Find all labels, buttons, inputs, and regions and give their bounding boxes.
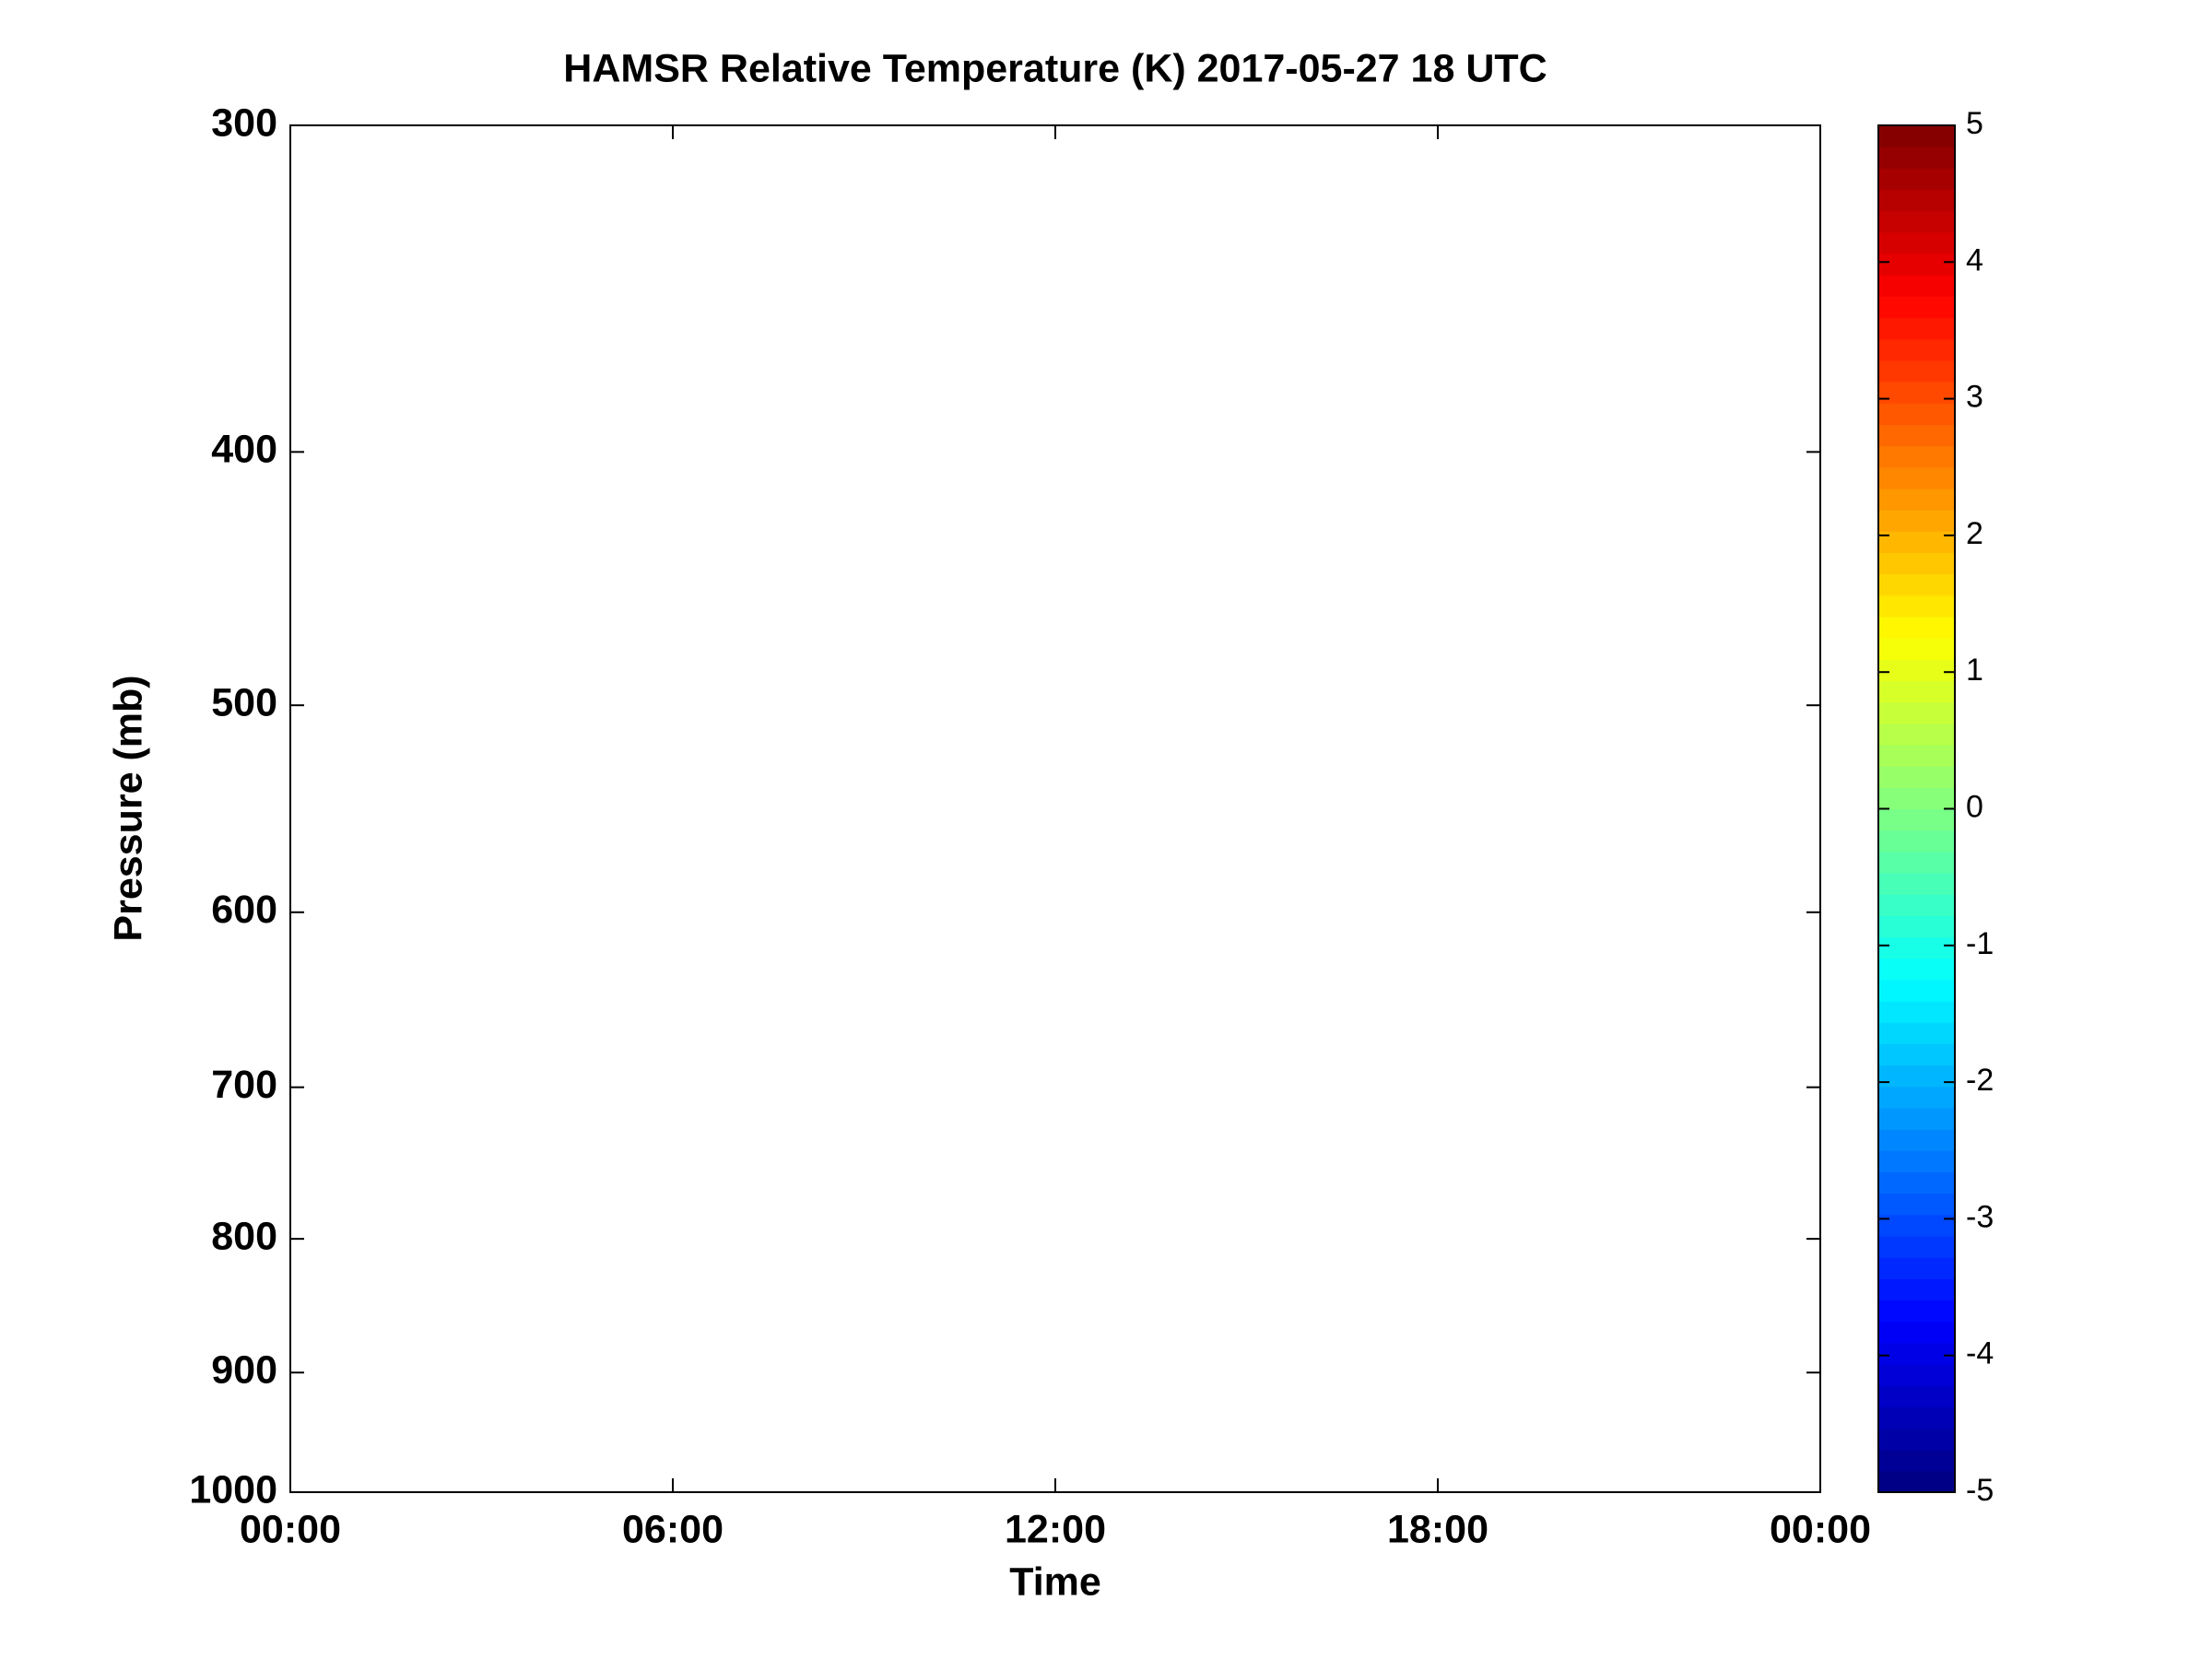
colorbar-band bbox=[1878, 787, 1955, 810]
colorbar-tick-label: 1 bbox=[1966, 653, 1983, 688]
colorbar-band bbox=[1878, 466, 1955, 489]
colorbar-band bbox=[1878, 424, 1955, 447]
x-tick-label: 18:00 bbox=[1387, 1507, 1488, 1551]
colorbar-band bbox=[1878, 1235, 1955, 1258]
colorbar-band bbox=[1878, 510, 1955, 532]
colorbar-band bbox=[1878, 552, 1955, 575]
colorbar-band bbox=[1878, 445, 1955, 468]
colorbar-band bbox=[1878, 680, 1955, 703]
colorbar-band bbox=[1878, 296, 1955, 319]
colorbar-band bbox=[1878, 275, 1955, 297]
colorbar-band bbox=[1878, 808, 1955, 831]
colorbar-band bbox=[1878, 1300, 1955, 1323]
colorbar-band bbox=[1878, 253, 1955, 276]
y-tick-label: 1000 bbox=[189, 1467, 277, 1512]
colorbar-tick-label: -3 bbox=[1966, 1199, 1994, 1234]
colorbar-band bbox=[1878, 1086, 1955, 1109]
colorbar-band bbox=[1878, 210, 1955, 233]
colorbar-band bbox=[1878, 317, 1955, 340]
x-tick-label: 06:00 bbox=[622, 1507, 724, 1551]
colorbar-band bbox=[1878, 659, 1955, 682]
colorbar-band bbox=[1878, 338, 1955, 361]
colorbar-band bbox=[1878, 147, 1955, 169]
colorbar-band bbox=[1878, 1278, 1955, 1301]
colorbar-tick-label: 2 bbox=[1966, 516, 1983, 551]
colorbar-tick-label: -5 bbox=[1966, 1473, 1994, 1508]
colorbar-band bbox=[1878, 830, 1955, 853]
y-tick-label: 900 bbox=[211, 1348, 277, 1393]
y-tick-label: 600 bbox=[211, 888, 277, 932]
colorbar-band bbox=[1878, 1449, 1955, 1472]
y-tick-label: 300 bbox=[211, 100, 277, 145]
colorbar-band bbox=[1878, 766, 1955, 788]
colorbar-tick-label: 4 bbox=[1966, 242, 1983, 277]
y-tick-label: 400 bbox=[211, 428, 277, 472]
colorbar-band bbox=[1878, 125, 1955, 147]
colorbar-band bbox=[1878, 1193, 1955, 1216]
y-tick-label: 500 bbox=[211, 681, 277, 725]
colorbar-band bbox=[1878, 382, 1955, 404]
colorbar-tick-label: 0 bbox=[1966, 789, 1983, 824]
colorbar-tick-label: 5 bbox=[1966, 106, 1983, 141]
colorbar-band bbox=[1878, 403, 1955, 426]
colorbar-band bbox=[1878, 1406, 1955, 1430]
colorbar-band bbox=[1878, 1107, 1955, 1130]
colorbar-band bbox=[1878, 573, 1955, 596]
x-tick-label: 12:00 bbox=[1005, 1507, 1106, 1551]
colorbar-band bbox=[1878, 723, 1955, 746]
x-tick-label: 00:00 bbox=[240, 1507, 341, 1551]
colorbar-tick-label: -4 bbox=[1966, 1336, 1994, 1371]
colorbar-band bbox=[1878, 189, 1955, 212]
colorbar-band bbox=[1878, 1470, 1955, 1493]
colorbar-band bbox=[1878, 488, 1955, 511]
colorbar-band bbox=[1878, 1022, 1955, 1044]
colorbar-band bbox=[1878, 616, 1955, 639]
colorbar-band bbox=[1878, 873, 1955, 895]
chart-title: HAMSR Relative Temperature (K) 2017-05-2… bbox=[563, 46, 1547, 90]
colorbar-band bbox=[1878, 979, 1955, 1002]
colorbar-band bbox=[1878, 1257, 1955, 1279]
colorbar-band bbox=[1878, 915, 1955, 938]
colorbar-band bbox=[1878, 1171, 1955, 1194]
colorbar-band bbox=[1878, 701, 1955, 724]
y-axis-label: Pressure (mb) bbox=[106, 675, 150, 941]
colorbar-band bbox=[1878, 936, 1955, 959]
colorbar-band bbox=[1878, 1129, 1955, 1151]
colorbar-band bbox=[1878, 638, 1955, 660]
colorbar-band bbox=[1878, 1342, 1955, 1365]
colorbar-tick-label: -1 bbox=[1966, 926, 1994, 961]
colorbar-band bbox=[1878, 1321, 1955, 1344]
colorbar-band bbox=[1878, 1043, 1955, 1066]
colorbar-band bbox=[1878, 1065, 1955, 1088]
colorbar-band bbox=[1878, 359, 1955, 382]
colorbar-tick-label: 3 bbox=[1966, 380, 1983, 415]
colorbar-band bbox=[1878, 1214, 1955, 1237]
y-tick-label: 700 bbox=[211, 1063, 277, 1107]
colorbar-band bbox=[1878, 851, 1955, 874]
colorbar-band bbox=[1878, 531, 1955, 554]
colorbar-band bbox=[1878, 744, 1955, 767]
colorbar-band bbox=[1878, 1150, 1955, 1173]
colorbar-band bbox=[1878, 1428, 1955, 1451]
colorbar-band bbox=[1878, 1001, 1955, 1023]
colorbar-band bbox=[1878, 231, 1955, 254]
x-tick-label: 00:00 bbox=[1770, 1507, 1871, 1551]
colorbar-tick-label: -2 bbox=[1966, 1063, 1994, 1098]
colorbar-band bbox=[1878, 594, 1955, 618]
colorbar-band bbox=[1878, 1385, 1955, 1407]
x-axis-label: Time bbox=[1009, 1559, 1101, 1604]
colorbar-band bbox=[1878, 894, 1955, 916]
y-tick-label: 800 bbox=[211, 1215, 277, 1259]
colorbar-band bbox=[1878, 958, 1955, 981]
colorbar-band bbox=[1878, 168, 1955, 191]
colorbar-band bbox=[1878, 1363, 1955, 1386]
